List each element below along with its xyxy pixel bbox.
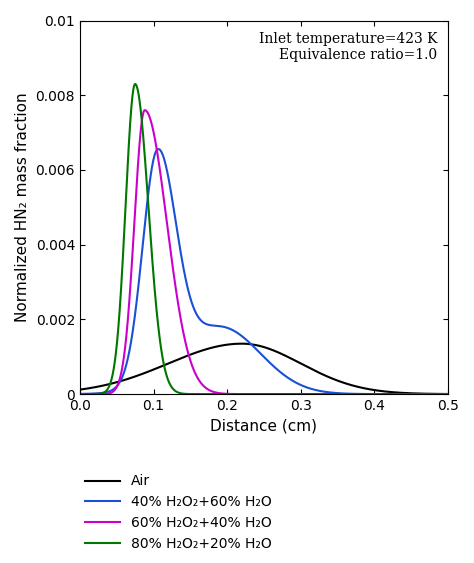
60% H₂O₂+40% H₂O xyxy=(234,391,240,397)
40% H₂O₂+60% H₂O xyxy=(234,329,240,336)
40% H₂O₂+60% H₂O xyxy=(438,391,444,397)
Air xyxy=(438,391,444,397)
Air xyxy=(234,341,240,347)
60% H₂O₂+40% H₂O xyxy=(399,391,404,397)
40% H₂O₂+60% H₂O xyxy=(445,391,451,397)
X-axis label: Distance (cm): Distance (cm) xyxy=(210,418,318,434)
40% H₂O₂+60% H₂O xyxy=(77,391,83,397)
80% H₂O₂+20% H₂O xyxy=(399,391,404,397)
60% H₂O₂+40% H₂O xyxy=(438,391,444,397)
Air xyxy=(77,386,83,393)
Y-axis label: Normalized HN₂ mass fraction: Normalized HN₂ mass fraction xyxy=(15,92,30,322)
Air xyxy=(239,340,245,347)
60% H₂O₂+40% H₂O xyxy=(119,366,125,373)
40% H₂O₂+60% H₂O xyxy=(399,391,404,397)
40% H₂O₂+60% H₂O xyxy=(219,323,224,330)
Line: 80% H₂O₂+20% H₂O: 80% H₂O₂+20% H₂O xyxy=(80,84,448,394)
Line: 60% H₂O₂+40% H₂O: 60% H₂O₂+40% H₂O xyxy=(80,110,448,394)
Line: Air: Air xyxy=(80,343,448,394)
Text: Inlet temperature=423 K
Equivalence ratio=1.0: Inlet temperature=423 K Equivalence rati… xyxy=(258,32,437,62)
80% H₂O₂+20% H₂O xyxy=(119,271,125,278)
80% H₂O₂+20% H₂O xyxy=(77,391,83,397)
Air xyxy=(218,342,224,349)
40% H₂O₂+60% H₂O xyxy=(155,146,161,153)
80% H₂O₂+20% H₂O xyxy=(141,141,147,148)
60% H₂O₂+40% H₂O xyxy=(219,390,224,397)
Legend: Air, 40% H₂O₂+60% H₂O, 60% H₂O₂+40% H₂O, 80% H₂O₂+20% H₂O: Air, 40% H₂O₂+60% H₂O, 60% H₂O₂+40% H₂O,… xyxy=(80,469,278,557)
Air xyxy=(399,390,404,396)
80% H₂O₂+20% H₂O xyxy=(438,391,444,397)
40% H₂O₂+60% H₂O xyxy=(141,232,146,239)
40% H₂O₂+60% H₂O xyxy=(119,374,125,381)
Air xyxy=(119,377,125,384)
60% H₂O₂+40% H₂O xyxy=(141,108,146,115)
80% H₂O₂+20% H₂O xyxy=(132,81,138,87)
80% H₂O₂+20% H₂O xyxy=(234,391,240,397)
Air xyxy=(445,391,451,397)
60% H₂O₂+40% H₂O xyxy=(77,391,83,397)
Line: 40% H₂O₂+60% H₂O: 40% H₂O₂+60% H₂O xyxy=(80,149,448,394)
60% H₂O₂+40% H₂O xyxy=(445,391,451,397)
Air xyxy=(141,370,146,377)
80% H₂O₂+20% H₂O xyxy=(219,391,224,397)
60% H₂O₂+40% H₂O xyxy=(142,107,147,114)
80% H₂O₂+20% H₂O xyxy=(445,391,451,397)
